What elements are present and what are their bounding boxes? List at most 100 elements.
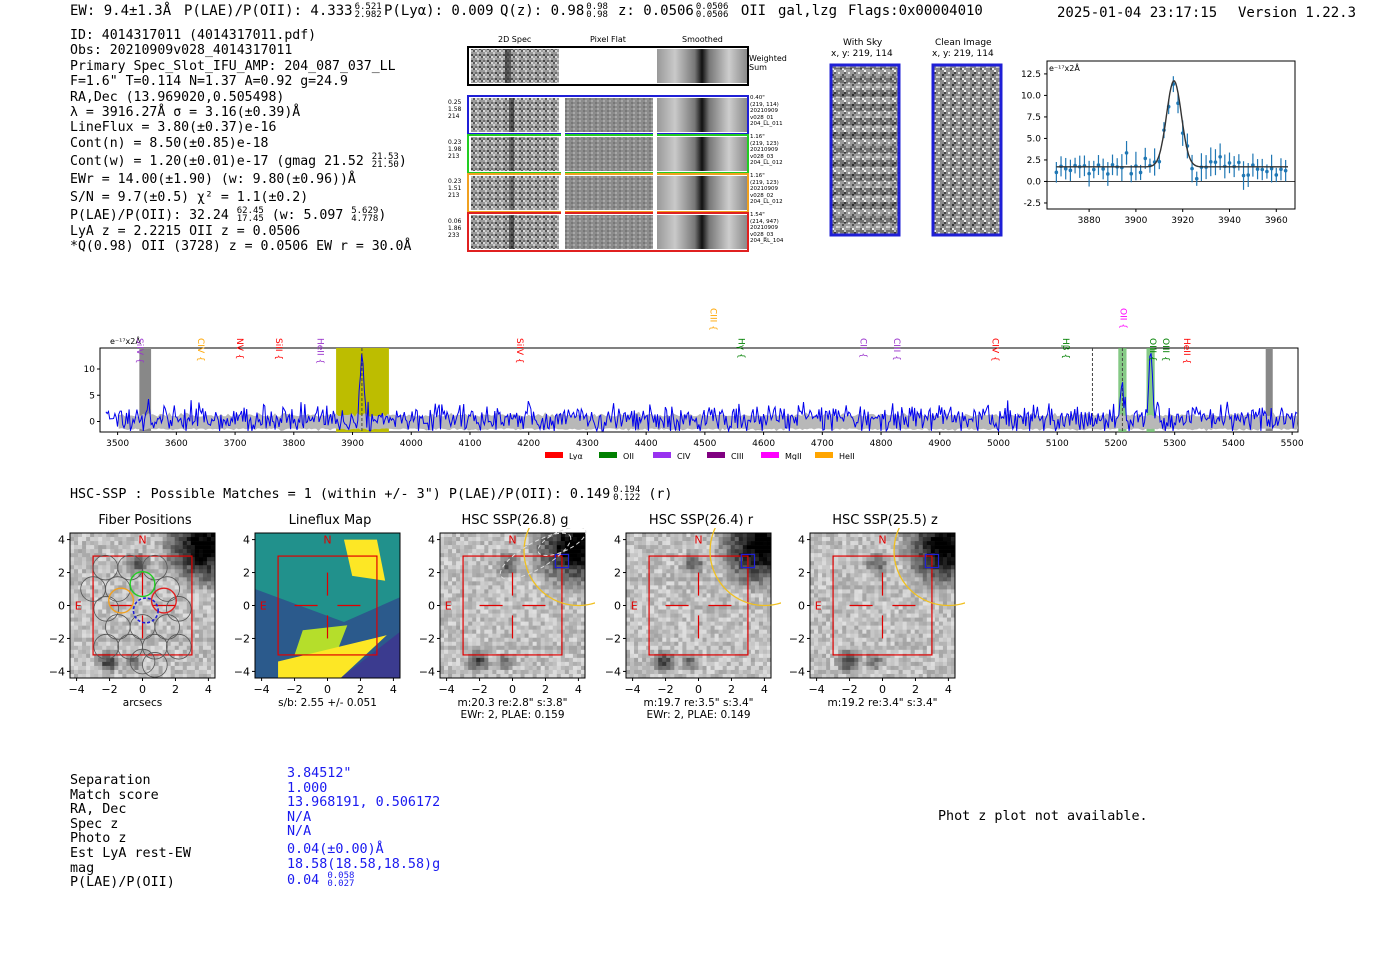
hsc-pixel xyxy=(826,541,831,546)
hsc-pixel xyxy=(544,649,550,655)
hsc-pixel xyxy=(166,669,171,675)
hsc-pixel xyxy=(874,585,879,590)
hsc-pixel xyxy=(102,641,107,647)
hsc-pixel xyxy=(202,605,208,610)
hsc-pixel xyxy=(842,589,847,594)
hsc-pixel xyxy=(722,637,727,643)
hsc-pixel xyxy=(762,537,768,542)
hsc-pixel xyxy=(528,665,533,671)
hsc-pixel xyxy=(850,609,855,614)
hsc-pixel xyxy=(122,665,127,671)
hsc-pixel xyxy=(854,545,859,550)
hsc-pixel xyxy=(560,657,566,663)
hsc-pixel xyxy=(536,589,541,594)
hsc-pixel xyxy=(862,549,867,554)
hsc-pixel xyxy=(130,549,135,554)
hsc-pixel xyxy=(580,545,586,550)
hsc-pixel xyxy=(520,537,525,542)
hsc-pixel xyxy=(456,649,461,655)
hsc-pixel xyxy=(206,645,212,651)
hsc-pixel xyxy=(206,665,212,671)
hsc-pixel xyxy=(552,541,558,546)
hsc-pixel xyxy=(98,649,103,655)
hsc-pixel xyxy=(106,649,111,655)
hsc-pixel xyxy=(642,549,647,554)
hsc-pixel xyxy=(654,641,659,647)
hsc-pixel xyxy=(78,561,83,566)
hsc-pixel xyxy=(650,561,655,566)
hsc-pixel xyxy=(766,641,772,647)
hsc-pixel xyxy=(670,585,675,590)
hsc-pixel xyxy=(492,585,497,590)
hsc-pixel xyxy=(202,633,208,639)
hsc-pixel xyxy=(70,637,75,643)
hsc-pixel xyxy=(472,641,477,647)
zoom-data-point xyxy=(1054,170,1059,175)
hsc-pixel xyxy=(766,625,772,630)
info-lineflux: LineFlux = 3.80(±0.37)e-16 xyxy=(70,120,277,136)
hsc-pixel xyxy=(182,577,188,582)
hsc-pixel xyxy=(496,653,501,659)
info-ewr: EWr = 14.00(±1.90) (w: 9.80(±0.96))Å xyxy=(70,171,356,187)
hsc-pixel xyxy=(826,597,831,602)
hsc-pixel xyxy=(448,565,453,570)
hsc-pixel xyxy=(678,589,683,594)
hsc-pixel xyxy=(746,561,752,566)
hsc-pixel xyxy=(674,577,679,582)
hsc-pixel xyxy=(126,657,131,663)
hsc-pixel xyxy=(138,545,143,550)
hsc-east-label: E xyxy=(260,600,267,613)
hsc-pixel xyxy=(706,657,711,663)
hsc-pixel xyxy=(814,533,819,538)
hsc-pixel xyxy=(822,581,827,586)
hsc-pixel xyxy=(532,641,537,647)
hsc-pixel xyxy=(746,585,752,590)
hsc-pixel xyxy=(540,613,546,618)
hsc-pixel xyxy=(78,557,83,562)
hsc-pixel xyxy=(472,649,477,655)
hsc-pixel xyxy=(544,565,550,570)
hsc-pixel xyxy=(94,625,99,630)
hsc-pixel xyxy=(468,557,473,562)
hsc-pixel xyxy=(186,561,192,566)
hsc-pixel xyxy=(174,665,180,671)
hsc-pixel xyxy=(862,641,867,647)
hsc-pixel xyxy=(758,621,764,626)
hsc-pixel xyxy=(560,641,566,647)
hsc-pixel xyxy=(666,549,671,554)
hsc-pixel xyxy=(536,617,541,622)
hsc-pixel xyxy=(198,553,204,558)
hsc-pixel xyxy=(134,637,139,643)
hsc-pixel xyxy=(468,617,473,622)
hsc-pixel xyxy=(182,569,188,574)
hsc-pixel xyxy=(560,661,566,667)
hsc-pixel xyxy=(556,629,562,634)
hsc-xtick-label: 2 xyxy=(172,683,179,696)
hsc-pixel xyxy=(198,613,204,618)
hsc-pixel xyxy=(452,573,457,578)
hsc-pixel xyxy=(540,537,546,542)
hsc-pixel xyxy=(508,661,513,667)
hsc-pixel xyxy=(500,585,505,590)
hsc-pixel xyxy=(718,621,723,626)
hsc-pixel xyxy=(86,549,91,554)
hsc-pixel xyxy=(750,557,756,562)
hsc-pixel xyxy=(750,533,756,538)
hsc-pixel xyxy=(626,601,631,606)
hsc-pixel xyxy=(670,561,675,566)
hsc-pixel xyxy=(146,621,151,626)
hsc-pixel xyxy=(512,645,517,651)
hsc-pixel xyxy=(714,545,719,550)
hsc-pixel xyxy=(496,593,501,598)
hsc-pixel xyxy=(666,585,671,590)
hsc-pixel xyxy=(508,669,513,675)
hsc-pixel xyxy=(122,649,127,655)
hsc-pixel xyxy=(854,625,859,630)
hsc-pixel xyxy=(162,641,167,647)
hsc-pixel xyxy=(560,593,566,598)
hsc-pixel xyxy=(90,549,95,554)
hsc-pixel xyxy=(702,537,707,542)
hsc-pixel xyxy=(576,569,582,574)
zoom-data-point xyxy=(1190,166,1194,171)
hsc-ytick-label: −2 xyxy=(606,632,621,645)
